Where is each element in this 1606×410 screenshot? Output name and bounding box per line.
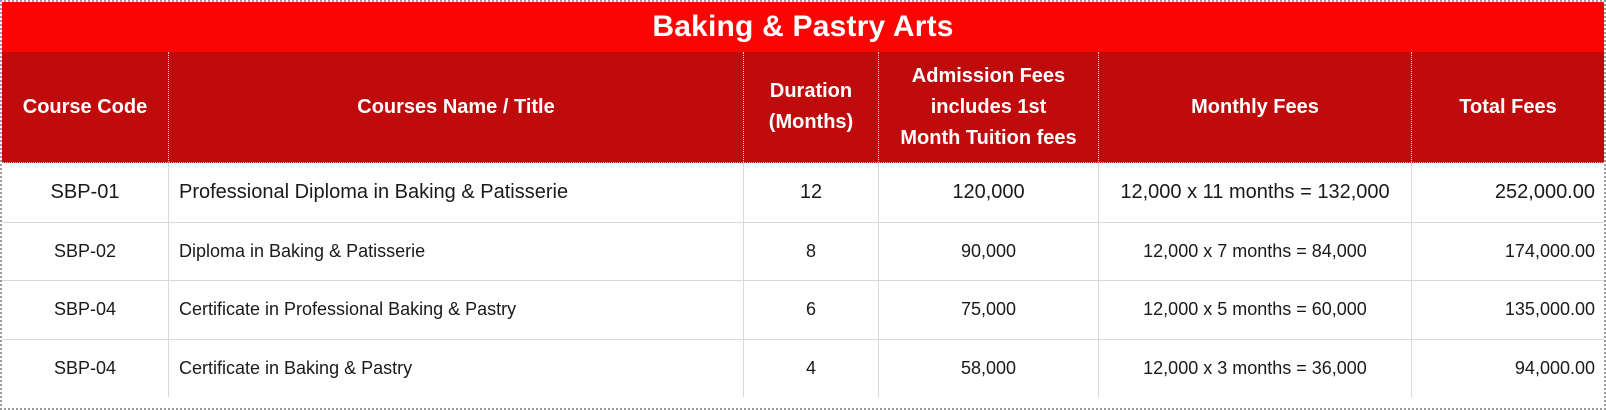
header-course-name: Courses Name / Title <box>168 52 743 162</box>
cell-total-fees: 94,000.00 <box>1411 339 1604 397</box>
cell-course-code: SBP-02 <box>53 240 117 261</box>
cell-admission-fees: 90,000 <box>878 222 1098 280</box>
cell-monthly-fees: 12,000 x 3 months = 36,000 <box>1098 339 1411 397</box>
cell-duration: 6 <box>743 281 878 339</box>
header-total-fees: Total Fees <box>1411 52 1604 162</box>
cell-course-code: SBP-04 <box>53 357 117 378</box>
cell-total-fees: 135,000.00 <box>1411 281 1604 339</box>
cell-total-fees: 174,000.00 <box>1411 222 1604 280</box>
cell-course-code: SBP-04 <box>53 299 117 320</box>
cell-duration: 4 <box>743 339 878 397</box>
table-row: SBP-02 Diploma in Baking & Patisserie 8 … <box>2 221 1604 280</box>
cell-duration: 8 <box>743 222 878 280</box>
cell-course-name: Certificate in Baking & Pastry <box>168 339 743 397</box>
cell-monthly-fees: 12,000 x 7 months = 84,000 <box>1098 222 1411 280</box>
table-title-bar: Baking & Pastry Arts <box>2 2 1604 52</box>
cell-admission-fees: 120,000 <box>878 163 1098 222</box>
cell-course-name: Diploma in Baking & Patisserie <box>168 222 743 280</box>
cell-monthly-fees: 12,000 x 11 months = 132,000 <box>1098 163 1411 222</box>
table-row: SBP-04 Certificate in Professional Bakin… <box>2 280 1604 339</box>
cell-total-fees: 252,000.00 <box>1411 163 1604 222</box>
cell-monthly-fees: 12,000 x 5 months = 60,000 <box>1098 281 1411 339</box>
cell-duration: 12 <box>743 163 878 222</box>
table-header-row: Course Code Courses Name / Title Duratio… <box>2 52 1604 163</box>
header-monthly-fees: Monthly Fees <box>1098 52 1411 162</box>
cell-course-name: Professional Diploma in Baking & Patisse… <box>168 163 743 222</box>
header-admission-fees: Admission Fees includes 1st Month Tuitio… <box>878 52 1098 162</box>
cell-admission-fees: 58,000 <box>878 339 1098 397</box>
cell-admission-fees: 75,000 <box>878 281 1098 339</box>
table-row: SBP-04 Certificate in Baking & Pastry 4 … <box>2 338 1604 397</box>
sheet-bottom-margin <box>2 397 1604 408</box>
cell-course-code: SBP-01 <box>50 180 120 203</box>
header-duration: Duration (Months) <box>743 52 878 162</box>
table-row: SBP-01 Professional Diploma in Baking & … <box>2 163 1604 222</box>
cell-course-name: Certificate in Professional Baking & Pas… <box>168 281 743 339</box>
page-title: Baking & Pastry Arts <box>652 10 954 43</box>
header-course-code: Course Code <box>22 95 148 118</box>
